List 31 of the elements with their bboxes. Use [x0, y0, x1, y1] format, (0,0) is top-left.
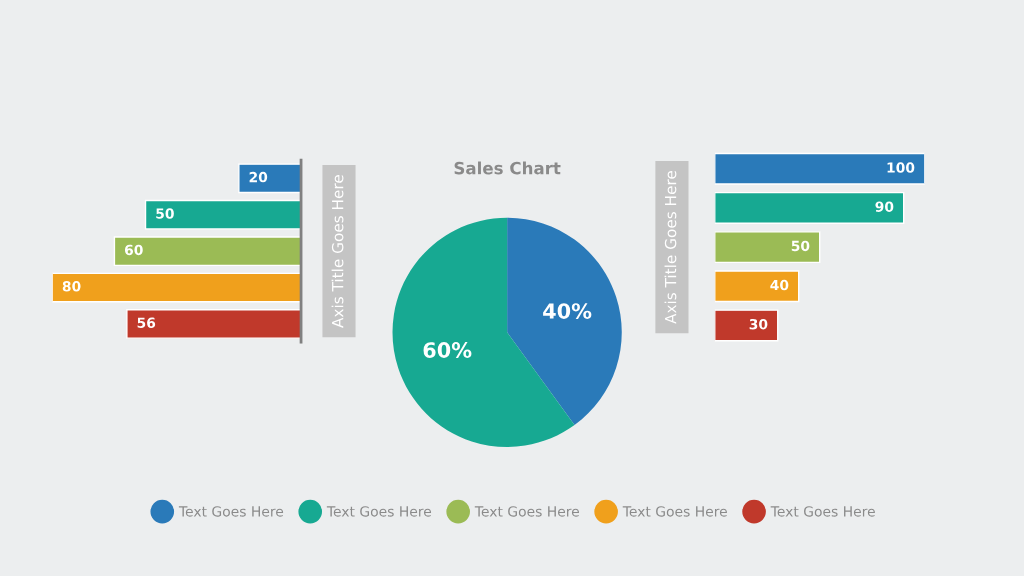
data-label: 90	[875, 201, 894, 212]
data-label: 40	[770, 279, 789, 291]
legend-label: Text Goes Here	[474, 506, 579, 517]
bar	[113, 236, 302, 267]
data-label: 40%	[543, 303, 592, 319]
bar	[714, 270, 800, 303]
bar	[714, 191, 905, 224]
bar	[714, 152, 925, 185]
legend-label: Text Goes Here	[770, 506, 875, 517]
legend-label: Text Goes Here	[326, 506, 432, 517]
y-axis-title: Axis Title Goes Here	[331, 175, 344, 328]
data-label: 56	[137, 317, 156, 328]
data-label: 50	[791, 240, 810, 252]
legend-label: Text Goes Here	[622, 506, 727, 517]
data-label: 60	[124, 244, 143, 256]
bar	[144, 199, 302, 230]
data-label: 80	[62, 281, 81, 292]
data-label: 60%	[423, 342, 472, 358]
data-label: 100	[887, 162, 915, 173]
legend-label: Text Goes Here	[178, 506, 284, 517]
bar	[714, 231, 821, 264]
pie-slice	[507, 217, 622, 426]
y-axis-title: Axis Title Goes Here	[664, 171, 677, 324]
bar	[238, 163, 302, 194]
bar	[52, 272, 302, 303]
bar	[126, 309, 302, 339]
bar	[714, 309, 779, 342]
data-label: 20	[249, 171, 268, 183]
data-label: 50	[156, 208, 174, 219]
data-label: 30	[749, 318, 768, 330]
chart-title: Sales Chart	[454, 161, 561, 175]
